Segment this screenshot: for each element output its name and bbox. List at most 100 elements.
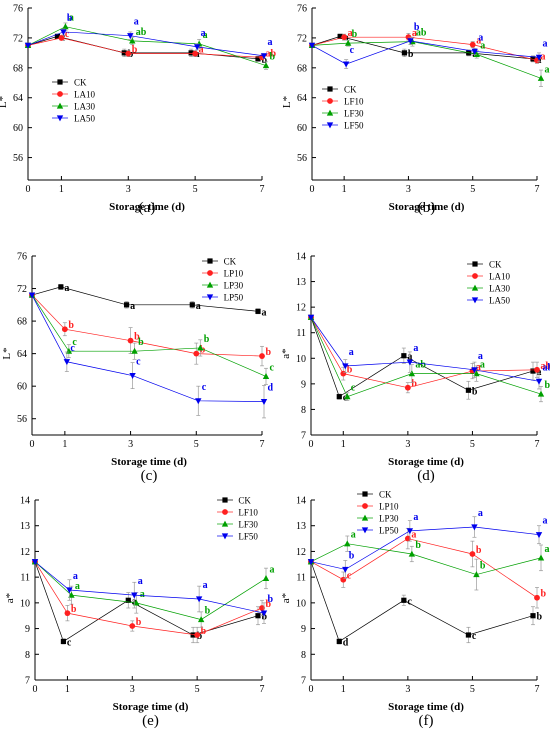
series-LP50: b a a a: [307, 508, 548, 579]
data-label: b: [415, 540, 421, 551]
data-point: [262, 62, 270, 69]
legend-label: LF10: [238, 508, 258, 518]
x-tick-label: 0: [30, 439, 35, 450]
data-point: [64, 610, 71, 617]
y-tick-label: 14: [296, 252, 306, 263]
data-label: a: [134, 17, 139, 28]
data-point: [471, 48, 478, 55]
data-label: b: [476, 545, 482, 556]
data-point: [131, 347, 138, 354]
data-label: b: [545, 380, 550, 391]
legend: CK LP10 LP30 LP50: [357, 490, 399, 536]
y-tick-label: 72: [17, 284, 27, 295]
legend-marker: [327, 86, 333, 92]
legend-label: LP10: [224, 269, 244, 279]
legend-marker: [56, 102, 64, 109]
data-point: [259, 353, 265, 359]
data-label: ab: [415, 360, 426, 371]
data-point: [308, 42, 316, 49]
data-point: [344, 393, 351, 400]
data-point: [197, 616, 205, 623]
y-tick-label: 7: [301, 676, 306, 687]
panel-caption: (f): [419, 713, 434, 729]
data-point: [131, 592, 138, 599]
data-point: [473, 571, 480, 578]
data-point: [260, 399, 268, 406]
data-label: b: [266, 347, 272, 358]
data-label: b: [537, 612, 543, 623]
data-point: [31, 559, 39, 566]
legend-marker: [206, 281, 214, 288]
y-tick-label: 10: [20, 598, 30, 609]
data-point: [535, 54, 543, 61]
data-label: a: [203, 30, 208, 41]
y-tick-label: 60: [13, 123, 23, 134]
legend-label: CK: [224, 257, 237, 267]
y-axis-label: a*: [280, 593, 292, 603]
data-label: c: [350, 45, 355, 56]
x-tick-label: 5: [470, 439, 475, 450]
series-LP50: ccc d: [28, 292, 274, 419]
data-label: a: [130, 301, 135, 312]
y-tick-label: 64: [297, 93, 307, 104]
data-label: a: [64, 283, 69, 294]
legend-marker: [472, 273, 478, 279]
data-point: [255, 613, 261, 619]
data-label: b: [266, 599, 272, 610]
data-point: [125, 50, 132, 57]
data-label: a: [196, 301, 201, 312]
data-label: c: [70, 343, 75, 354]
y-tick-label: 12: [296, 303, 306, 314]
data-point: [58, 35, 65, 41]
data-point: [255, 308, 261, 314]
data-point: [469, 41, 476, 48]
x-tick-label: 5: [470, 684, 475, 695]
data-point: [125, 597, 131, 603]
data-label: a: [348, 28, 353, 39]
legend-marker: [326, 109, 334, 116]
y-axis-label: a*: [280, 348, 292, 358]
y-tick-label: 9: [25, 624, 30, 635]
data-label: d: [268, 383, 274, 394]
data-point: [61, 326, 68, 333]
data-point: [408, 550, 416, 557]
data-point: [337, 33, 343, 40]
y-tick-label: 60: [17, 382, 27, 393]
data-label: a: [413, 512, 418, 523]
data-label: a: [545, 544, 550, 555]
data-label: a: [541, 51, 546, 62]
data-point: [259, 605, 265, 611]
x-tick-label: 7: [260, 684, 265, 695]
data-label: a: [69, 13, 74, 24]
legend-label: LP10: [379, 502, 399, 512]
legend-label: LA10: [74, 90, 95, 100]
series-CK: d c c b: [308, 559, 543, 648]
data-label: a: [478, 508, 483, 519]
legend: CK LF10 LF30 LF50: [217, 496, 258, 542]
data-label: a: [543, 516, 548, 527]
legend-marker: [56, 115, 64, 122]
y-tick-label: 56: [297, 153, 307, 164]
data-point: [190, 632, 196, 638]
x-tick-label: 0: [33, 684, 38, 695]
panel-caption: (b): [418, 200, 436, 216]
legend-label: LP30: [379, 514, 399, 524]
data-label: c: [65, 29, 70, 40]
series-line: [31, 294, 263, 357]
data-point: [192, 50, 199, 57]
data-label: c: [472, 631, 477, 642]
data-point: [534, 594, 540, 601]
legend-label: CK: [344, 85, 357, 95]
x-axis-label: Storage time (d): [388, 456, 464, 468]
data-label: c: [202, 382, 207, 393]
data-label: a: [413, 343, 418, 354]
legend-marker: [362, 491, 368, 497]
y-tick-label: 76: [17, 252, 27, 263]
x-tick-label: 1: [341, 684, 346, 695]
y-tick-label: 12: [296, 547, 306, 558]
y-tick-label: 60: [297, 123, 307, 134]
